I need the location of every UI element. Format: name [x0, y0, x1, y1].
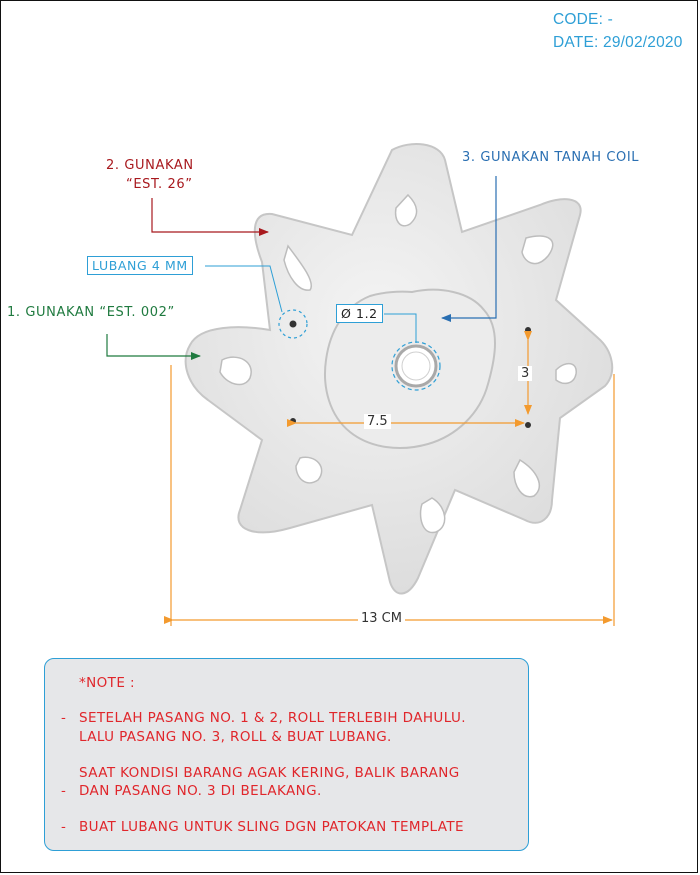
date-label: DATE: 29/02/2020 [553, 34, 683, 51]
dimension-overall: 13 CM [358, 611, 405, 626]
est26-label-line1: 2. GUNAKAN [106, 158, 194, 173]
hole-diameter-callout: Ø 1.2 [336, 304, 383, 323]
tanah-coil-label: 3. GUNAKAN TANAH COIL [462, 150, 640, 165]
ornament-body [184, 143, 614, 595]
note-bullet: - [61, 819, 67, 835]
note-item-3-line-1: BUAT LUBANG UNTUK SLING DGN PATOKAN TEMP… [79, 819, 464, 835]
note-item-1-line-2: LALU PASANG NO. 3, ROLL & BUAT LUBANG. [79, 729, 392, 745]
code-label: CODE: - [553, 11, 613, 28]
note-bullet: - [61, 783, 67, 799]
est002-label: 1. GUNAKAN “EST. 002” [7, 305, 175, 320]
note-title: *NOTE : [79, 675, 135, 691]
note-item-2-line-1: SAAT KONDISI BARANG AGAK KERING, BALIK B… [79, 765, 460, 781]
note-item-1-line-1: SETELAH PASANG NO. 1 & 2, ROLL TERLEBIH … [79, 710, 466, 726]
dimension-horizontal: 7.5 [364, 414, 391, 429]
note-item-2-line-2: DAN PASANG NO. 3 DI BELAKANG. [79, 783, 322, 799]
lubang-callout: LUBANG 4 MM [87, 256, 193, 275]
dimension-vertical: 3 [518, 366, 533, 381]
est26-label-line2: “EST. 26” [126, 177, 193, 192]
note-bullet: - [61, 710, 67, 726]
note-box: *NOTE : - SETELAH PASANG NO. 1 & 2, ROLL… [44, 658, 529, 851]
